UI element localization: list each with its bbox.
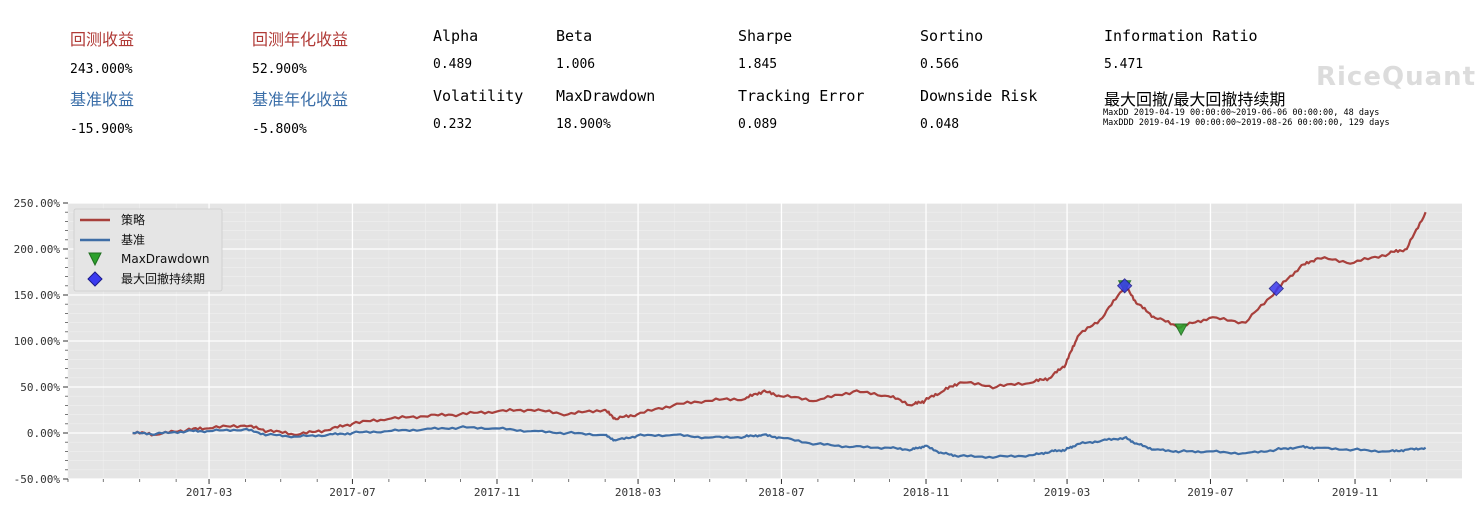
axis-ticks: 2017-03 2017-07 2017-11 2018-03 2018-07 2018-… xyxy=(14,197,1428,499)
maxdrawdown-marker xyxy=(1174,323,1188,337)
maxddd-marker xyxy=(1268,280,1284,297)
metric-label: 基准年化收益 xyxy=(252,90,349,109)
metric-value: 1.006 xyxy=(556,57,596,72)
x-tick-label: 2017-03 xyxy=(186,486,232,499)
metric-downside-risk: Downside Risk 0.048 xyxy=(920,87,1037,132)
major-grid xyxy=(68,202,1462,480)
y-tick-label: 100.00% xyxy=(14,335,61,348)
x-tick-label: 2018-07 xyxy=(758,486,804,499)
ricequant-logo: RiceQuant xyxy=(1316,62,1476,92)
metric-label: Sharpe xyxy=(738,27,793,45)
metric-alpha: Alpha 0.489 xyxy=(433,27,478,72)
x-tick-label: 2017-07 xyxy=(329,486,375,499)
metric-value: 1.845 xyxy=(738,57,778,72)
legend-box xyxy=(73,208,223,292)
metric-label: Tracking Error xyxy=(738,87,865,105)
metric-label: Volatility xyxy=(433,87,524,105)
metric-label: MaxDrawdown xyxy=(556,87,656,105)
y-tick-label: 150.00% xyxy=(14,289,61,302)
metric-volatility: Volatility 0.232 xyxy=(433,87,523,132)
metric-value: -15.900% xyxy=(70,122,133,137)
benchmark-line xyxy=(132,425,1427,459)
legend-maxddd-label: 最大回撤持续期 xyxy=(121,271,205,286)
marker-layer xyxy=(1116,278,1284,337)
maxddd-period-text: MaxDDD 2019-04-19 00:00:00~2019-08-26 00… xyxy=(1103,118,1390,128)
x-tick-label: 2019-03 xyxy=(1044,486,1090,499)
y-tick-label: 200.00% xyxy=(14,243,61,256)
legend-benchmark-label: 基准 xyxy=(121,233,145,247)
metric-value: 5.471 xyxy=(1104,57,1144,72)
x-tick-label: 2017-11 xyxy=(474,486,520,499)
metric-value: 0.089 xyxy=(738,117,778,132)
metric-beta: Beta 1.006 xyxy=(556,27,595,72)
legend-maxdrawdown-label: MaxDrawdown xyxy=(121,252,210,266)
metric-label: Beta xyxy=(556,27,593,45)
metric-maxdd-title: 最大回撤/最大回撤持续期 xyxy=(1104,86,1285,110)
metric-sortino: Sortino 0.566 xyxy=(920,27,983,72)
y-tick-label: 0.00% xyxy=(27,427,60,440)
legend-maxddd-swatch xyxy=(87,271,103,287)
x-tick-label: 2018-03 xyxy=(615,486,661,499)
metric-value: 0.232 xyxy=(433,117,473,132)
metric-value: 18.900% xyxy=(556,117,611,132)
metric-backtest-annual-return: 回测年化收益 52.900% xyxy=(252,26,348,77)
metric-max-drawdown: MaxDrawdown 18.900% xyxy=(556,87,655,132)
metric-label: Information Ratio xyxy=(1104,27,1258,45)
metric-benchmark-annual-return: 基准年化收益 -5.800% xyxy=(252,86,348,137)
metric-label: 回测年化收益 xyxy=(252,30,349,49)
metric-value: 0.566 xyxy=(920,57,960,72)
metric-label: 回测收益 xyxy=(70,30,135,49)
series-layer xyxy=(132,211,1427,459)
x-tick-label: 2019-11 xyxy=(1332,486,1378,499)
metric-information-ratio: Information Ratio 5.471 xyxy=(1104,27,1258,72)
y-tick-label: -50.00% xyxy=(14,473,61,486)
metric-tracking-error: Tracking Error 0.089 xyxy=(738,87,864,132)
metric-label: Alpha xyxy=(433,27,479,45)
x-tick-label: 2018-11 xyxy=(903,486,949,499)
metric-value: 243.000% xyxy=(70,62,133,77)
metric-value: 0.048 xyxy=(920,117,960,132)
legend-strategy-label: 策略 xyxy=(121,212,145,227)
strategy-line xyxy=(132,211,1427,437)
y-tick-label: 250.00% xyxy=(14,197,61,210)
maxddd-marker xyxy=(1116,278,1133,294)
y-tick-label: 50.00% xyxy=(20,381,60,394)
metric-benchmark-return: 基准收益 -15.900% xyxy=(70,86,134,137)
metric-value: 0.489 xyxy=(433,57,473,72)
metric-label: Downside Risk xyxy=(920,87,1038,105)
metric-value: -5.800% xyxy=(252,122,307,137)
metric-label: 最大回撤/最大回撤持续期 xyxy=(1104,90,1286,109)
maxdd-period-text: MaxDD 2019-04-19 00:00:00~2019-06-06 00:… xyxy=(1103,108,1380,118)
returns-chart: 2017-03 2017-07 2017-11 2018-03 2018-07 2018-… xyxy=(14,197,1462,499)
legend-maxdrawdown-swatch xyxy=(88,252,102,267)
metric-value: 52.900% xyxy=(252,62,307,77)
x-tick-label: 2019-07 xyxy=(1187,486,1233,499)
metric-sharpe: Sharpe 1.845 xyxy=(738,27,792,72)
metric-label: Sortino xyxy=(920,27,984,45)
metric-label: 基准收益 xyxy=(70,90,135,109)
metric-backtest-return: 回测收益 243.000% xyxy=(70,26,134,77)
